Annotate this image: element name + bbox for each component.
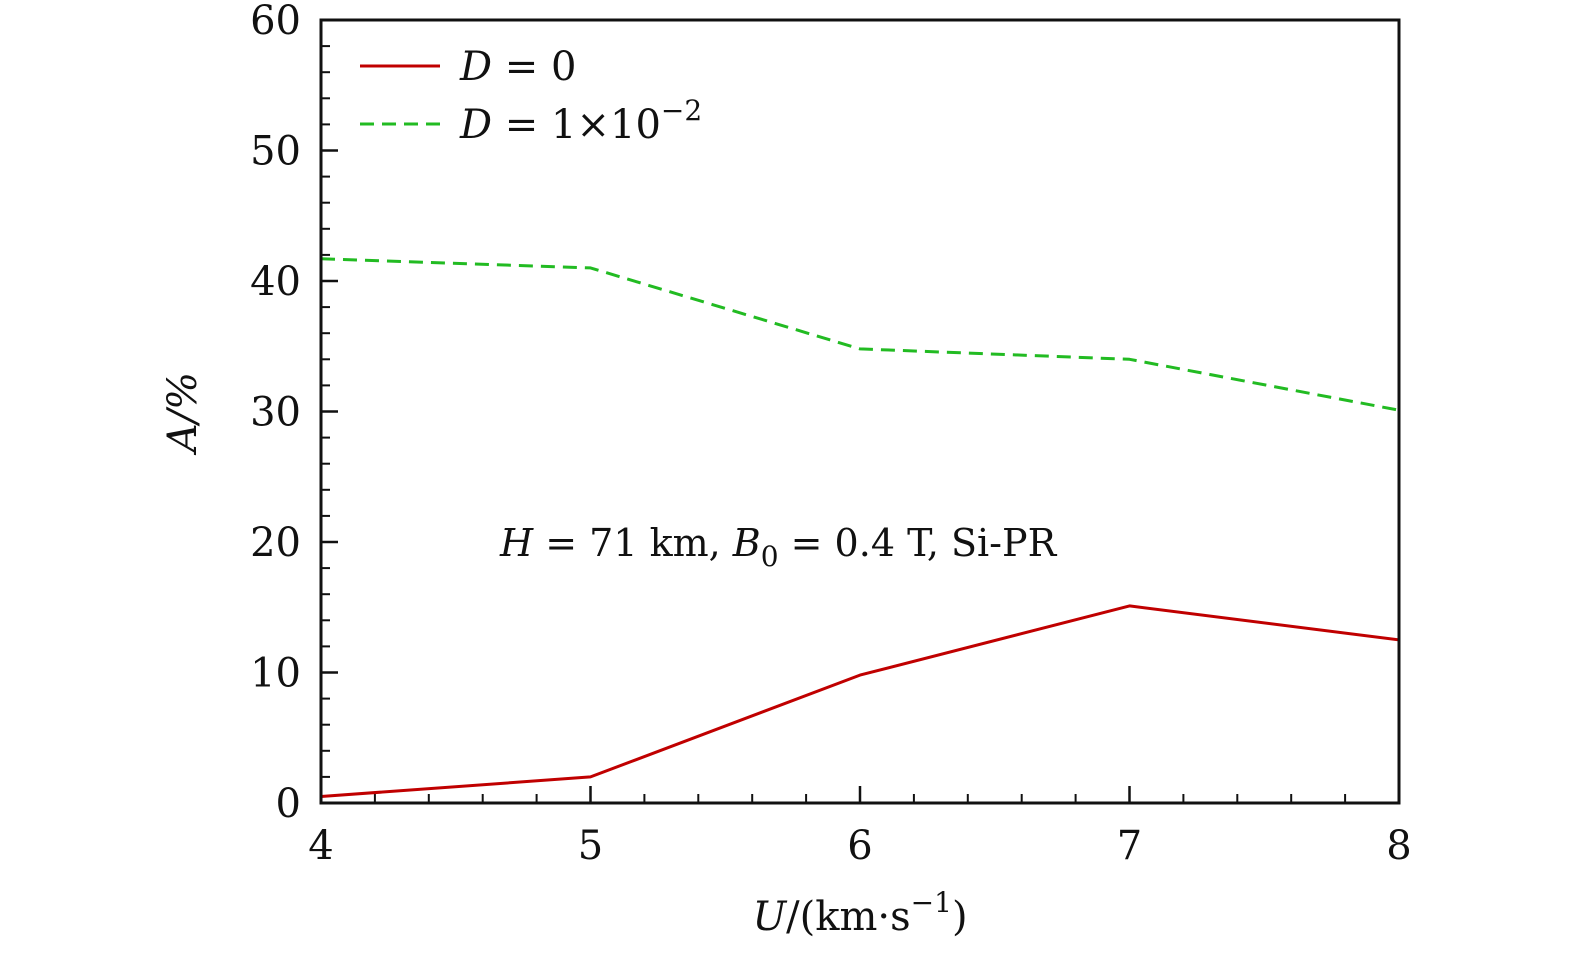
x-tick-label-5: 5	[578, 823, 603, 869]
y-tick-label-40: 40	[250, 259, 301, 305]
x-axis-label: U/(km·s−1)	[752, 886, 967, 940]
y-tick-label-60: 60	[250, 0, 301, 44]
series-layer	[320, 257, 1400, 798]
x-tick-label-6: 6	[847, 823, 872, 869]
series-line-1	[320, 257, 1400, 412]
y-tick-label-50: 50	[250, 129, 301, 175]
x-tick-label-8: 8	[1386, 823, 1411, 869]
plot-frame	[319, 18, 1401, 805]
legend: D = 0 D = 1×10−2	[360, 44, 702, 148]
x-tick-label-7: 7	[1117, 823, 1142, 869]
x-tick-label-4: 4	[308, 823, 333, 869]
y-tick-label-10: 10	[250, 651, 301, 697]
parameter-annotation: H = 71 km, B0 = 0.4 T, Si-PR	[499, 521, 1058, 573]
tick-labels: 4 5 6 7 8 0 10 20 30 40 50 60	[250, 0, 1412, 869]
y-axis-label: A/%	[160, 372, 206, 456]
legend-label-d1e-2: D = 1×10−2	[459, 94, 702, 148]
series-line-0	[320, 604, 1400, 798]
minor-ticks	[321, 45, 1347, 803]
legend-label-d0: D = 0	[459, 44, 576, 90]
y-tick-label-0: 0	[276, 781, 301, 827]
y-tick-label-20: 20	[250, 520, 301, 566]
y-tick-label-30: 30	[250, 390, 301, 436]
